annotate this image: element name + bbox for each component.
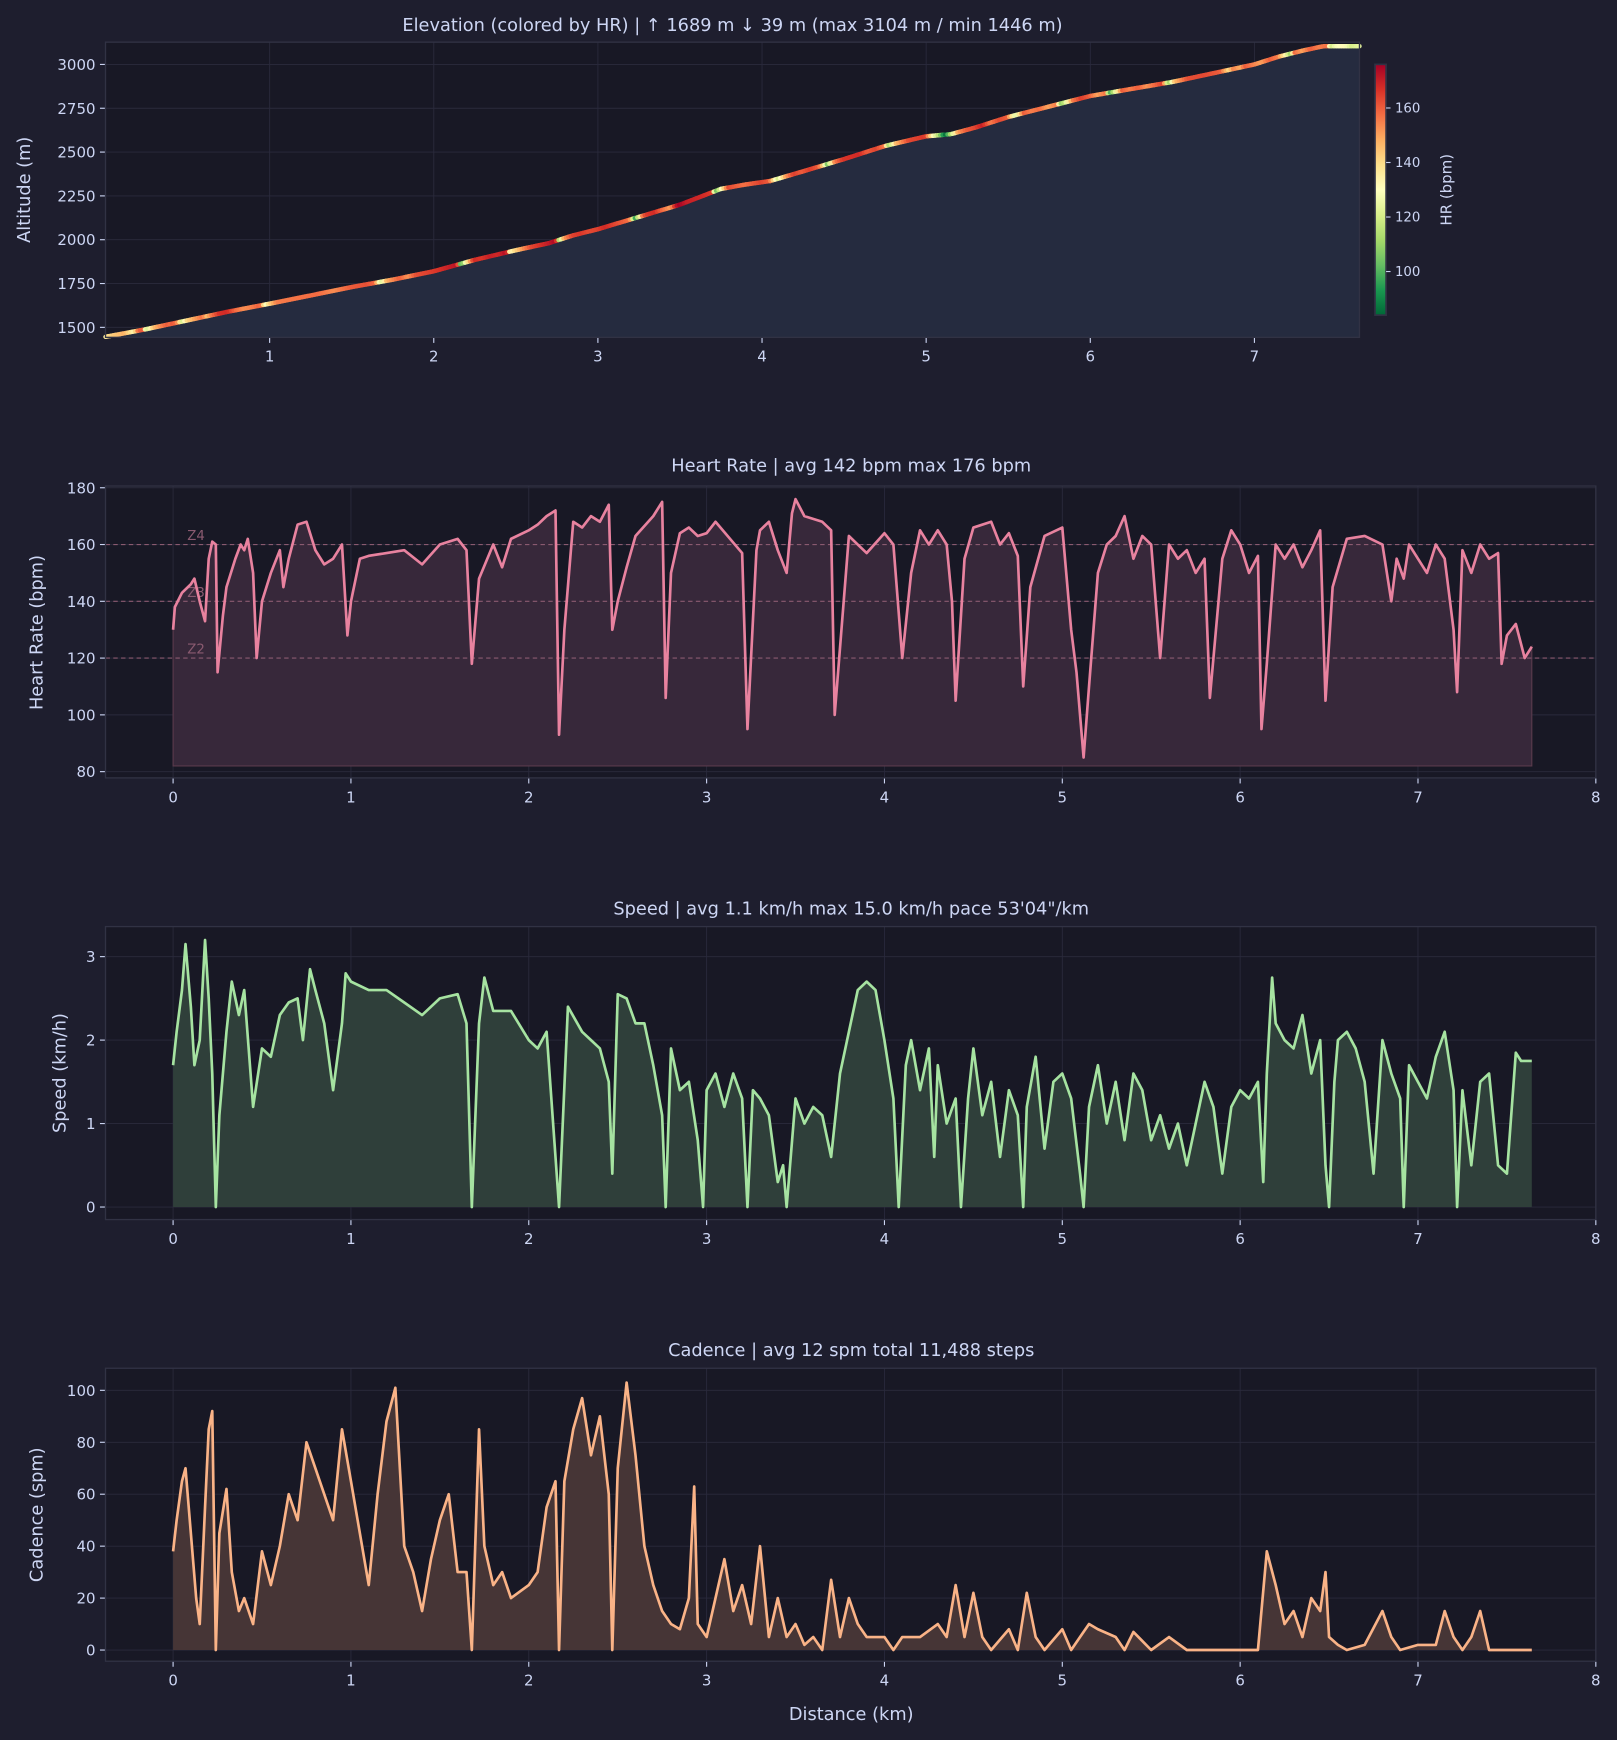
y-tick-label: 1750: [57, 275, 95, 293]
y-tick-label: 1: [86, 1115, 96, 1133]
x-tick-label: 2: [524, 788, 534, 806]
x-tick-label: 2: [429, 348, 439, 366]
x-tick-label: 3: [702, 1672, 712, 1690]
elevation-ylabel: Altitude (m): [15, 137, 35, 243]
plots-layer: 1 2 3 4 5 6 7150017502000225025002750300010012…: [57, 41, 1601, 1690]
x-tick-label: 8: [1591, 788, 1601, 806]
zone-label: Z3: [187, 586, 205, 601]
x-tick-label: 2: [524, 1672, 534, 1690]
colorbar-label: HR (bpm): [1438, 154, 1456, 226]
y-tick-label: 80: [76, 763, 95, 781]
colorbar-tick-label: 100: [1395, 265, 1420, 280]
y-tick-label: 80: [76, 1434, 95, 1452]
elevation-hr-colored-line: [103, 43, 1362, 340]
heart-rate-line: [171, 497, 1533, 759]
x-tick-label: 6: [1235, 1672, 1245, 1690]
x-tick-label: 8: [1591, 1230, 1601, 1248]
zone-label: Z4: [187, 529, 205, 544]
x-tick-label: 5: [1058, 1230, 1068, 1248]
x-tick-label: 1: [265, 348, 275, 366]
heart-rate-axes: 0 1 2 3 4 5 6 7 8 80 100 120 140 160 180 Z4 Z3 Z2: [67, 479, 1601, 806]
elevation-area-fill: [105, 46, 1360, 338]
cadence-line: [171, 1381, 1532, 1652]
y-tick-label: 2: [86, 1032, 96, 1050]
y-tick-label: 20: [76, 1590, 95, 1608]
x-tick-label: 8: [1591, 1672, 1601, 1690]
speed-axes-frame: [104, 925, 1597, 1221]
speed-line: [171, 938, 1532, 1209]
elevation-axes: 1 2 3 4 5 6 7 1500 1750 2000 2250 2500 2750 3000 100 12…: [57, 41, 1420, 366]
x-tick-label: 5: [921, 348, 931, 366]
elevation-title: Elevation (colored by HR) | ↑ 1689 m ↓ 3…: [402, 16, 1062, 36]
x-tick-label: 3: [593, 348, 603, 366]
x-tick-label: 6: [1235, 788, 1245, 806]
x-tick-label: 5: [1058, 788, 1068, 806]
y-tick-label: 100: [67, 706, 96, 724]
y-tick-label: 120: [67, 650, 96, 668]
heart-rate-title: Heart Rate | avg 142 bpm max 176 bpm: [671, 457, 1031, 477]
y-tick-label: 0: [86, 1642, 96, 1660]
x-tick-label: 0: [168, 1230, 178, 1248]
speed-title: Speed | avg 1.1 km/h max 15.0 km/h pace …: [613, 899, 1089, 919]
y-tick-label: 180: [67, 479, 96, 497]
y-tick-label: 140: [67, 593, 96, 611]
y-tick-label: 160: [67, 536, 96, 554]
x-tick-label: 6: [1086, 348, 1096, 366]
x-tick-label: 0: [168, 1672, 178, 1690]
distance-xlabel: Distance (km): [789, 1705, 914, 1725]
cadence-ylabel: Cadence (spm): [27, 1447, 47, 1582]
x-tick-label: 6: [1235, 1230, 1245, 1248]
x-tick-label: 0: [168, 788, 178, 806]
y-tick-label: 0: [86, 1199, 96, 1217]
y-tick-label: 3000: [57, 56, 95, 74]
y-tick-label: 2000: [57, 231, 95, 249]
x-tick-label: 7: [1250, 348, 1260, 366]
heart-rate-axes-frame: [104, 485, 1597, 779]
y-tick-label: 2750: [57, 100, 95, 118]
x-tick-label: 7: [1413, 1230, 1423, 1248]
x-tick-label: 3: [702, 788, 712, 806]
y-tick-label: 1500: [57, 319, 95, 337]
cadence-area-fill: [173, 1382, 1532, 1651]
x-tick-label: 7: [1413, 788, 1423, 806]
colorbar-tick-label: 120: [1395, 210, 1420, 225]
x-tick-label: 4: [880, 1672, 890, 1690]
x-tick-label: 3: [702, 1230, 712, 1248]
colorbar-tick-label: 140: [1395, 156, 1420, 171]
heart-rate-ylabel: Heart Rate (bpm): [27, 555, 47, 710]
colorbar-tick-label: 160: [1395, 101, 1420, 116]
x-tick-label: 2: [524, 1230, 534, 1248]
cadence-title: Cadence | avg 12 spm total 11,488 steps: [668, 1341, 1034, 1361]
x-tick-label: 1: [346, 788, 356, 806]
cadence-axes-frame: [104, 1367, 1597, 1662]
speed-ylabel: Speed (km/h): [51, 1013, 71, 1133]
x-tick-label: 1: [346, 1672, 356, 1690]
x-tick-label: 4: [757, 348, 767, 366]
x-tick-label: 4: [880, 788, 890, 806]
y-tick-label: 3: [86, 948, 96, 966]
zone-label: Z2: [187, 643, 205, 658]
x-tick-label: 4: [880, 1230, 890, 1248]
speed-axes: 0 1 2 3 4 5 6 7 8 0 1 2 3: [86, 925, 1601, 1248]
y-tick-label: 40: [76, 1538, 95, 1556]
hr-colorbar: [1374, 63, 1387, 316]
y-tick-label: 2500: [57, 144, 95, 162]
x-tick-label: 5: [1058, 1672, 1068, 1690]
y-tick-label: 60: [76, 1486, 95, 1504]
y-tick-label: 2250: [57, 187, 95, 205]
x-tick-label: 1: [346, 1230, 356, 1248]
y-tick-label: 100: [67, 1382, 96, 1400]
elevation-axes-frame: [104, 41, 1361, 339]
x-tick-label: 7: [1413, 1672, 1423, 1690]
